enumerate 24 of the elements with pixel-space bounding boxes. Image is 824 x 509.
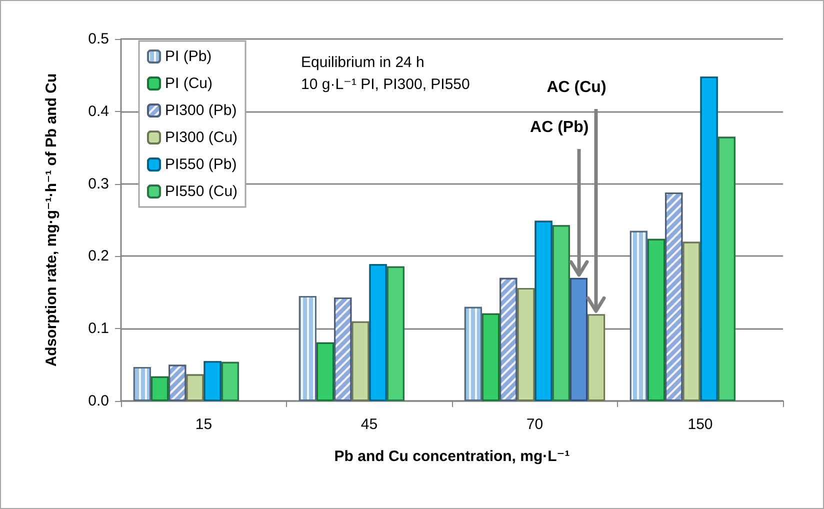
legend-label: PI550 (Cu) bbox=[165, 183, 238, 200]
bar bbox=[588, 314, 606, 401]
legend-label: PI300 (Cu) bbox=[165, 129, 238, 146]
annotation: AC (Pb) bbox=[529, 119, 589, 137]
bar bbox=[570, 278, 588, 401]
y-tick-label: 0.3 bbox=[88, 175, 109, 192]
legend-label: PI (Pb) bbox=[165, 48, 212, 65]
x-tick-label: 45 bbox=[360, 416, 378, 433]
x-tick-label: 150 bbox=[688, 416, 713, 433]
x-tick-label: 15 bbox=[195, 416, 212, 433]
legend-label: PI550 (Pb) bbox=[165, 156, 237, 173]
x-axis-title: Pb and Cu concentration, mg·L⁻¹ bbox=[334, 448, 570, 465]
y-tick-label: 0.0 bbox=[88, 392, 109, 410]
y-tick-label: 0.5 bbox=[88, 30, 109, 48]
y-tick-label: 0.2 bbox=[88, 248, 109, 265]
y-tick-label: 0.1 bbox=[88, 320, 109, 338]
legend-label: PI300 (Pb) bbox=[165, 102, 237, 119]
y-tick-label: 0.4 bbox=[88, 102, 109, 120]
annotation: AC (Cu) bbox=[546, 79, 606, 97]
x-tick-label: 70 bbox=[526, 416, 544, 433]
annotation: 10 g·L⁻¹ PI, PI300, PI550 bbox=[301, 76, 470, 93]
y-axis-title: Adsorption rate, mg·g⁻¹·h⁻¹ of Pb and Cu bbox=[43, 73, 60, 367]
legend-label: PI (Cu) bbox=[165, 75, 213, 92]
annotation: Equilibrium in 24 h bbox=[301, 54, 424, 71]
